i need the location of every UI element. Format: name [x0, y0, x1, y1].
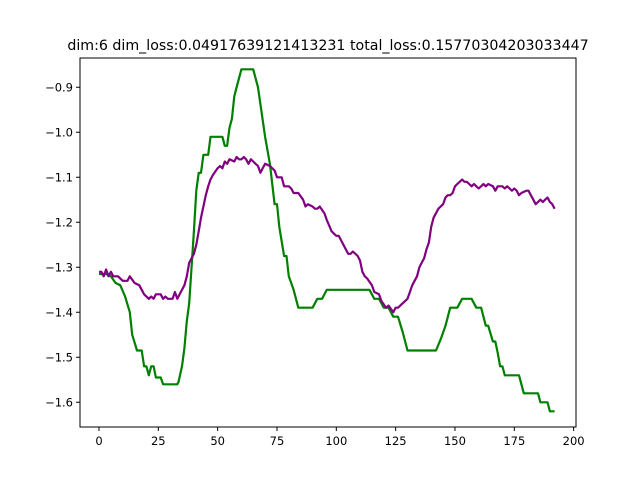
- y-tick-label: −1.3: [45, 260, 73, 274]
- x-tick-label: 125: [385, 434, 407, 448]
- x-tick-label: 25: [151, 434, 166, 448]
- y-tick-label: −1.6: [45, 395, 73, 409]
- y-tick-label: −1.0: [45, 125, 73, 139]
- x-tick-label: 75: [270, 434, 285, 448]
- chart-title: dim:6 dim_loss:0.04917639121413231 total…: [67, 38, 588, 54]
- y-axis: −1.6 −1.5 −1.4 −1.3 −1.2 −1.1 −1.0 −0.9: [45, 80, 80, 409]
- series-line-2: [99, 155, 556, 314]
- plot-frame: [79, 57, 577, 428]
- x-tick-label: 100: [325, 434, 347, 448]
- y-tick-label: −0.9: [45, 80, 73, 94]
- y-tick-label: −1.1: [45, 170, 73, 184]
- y-tick-label: −1.4: [45, 305, 73, 319]
- series-line-1: [99, 68, 555, 413]
- y-tick-label: −1.5: [45, 350, 73, 364]
- x-tick-label: 0: [95, 434, 102, 448]
- y-tick-label: −1.2: [45, 215, 73, 229]
- x-tick-label: 150: [444, 434, 466, 448]
- x-tick-label: 200: [563, 434, 585, 448]
- x-axis: 0 25 50 75 100 125 150 175 200: [95, 427, 585, 448]
- x-tick-label: 50: [210, 434, 225, 448]
- x-tick-label: 175: [503, 434, 525, 448]
- series-layer: [99, 68, 556, 413]
